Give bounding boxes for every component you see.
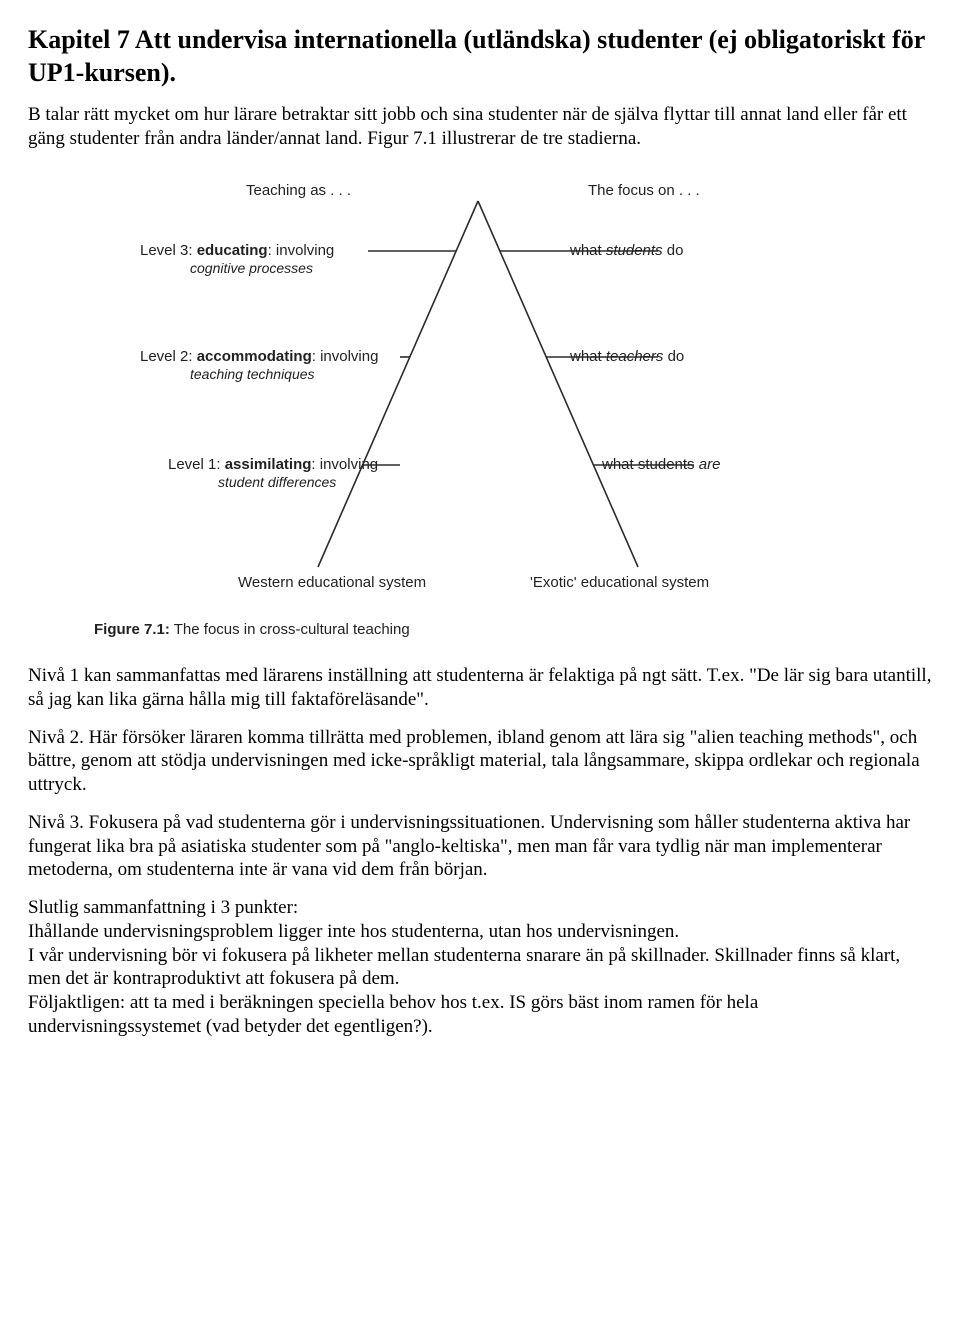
summary-block: Slutlig sammanfattning i 3 punkter: Ihål… — [28, 896, 932, 1039]
figure-7-1-diagram: Teaching as . . . The focus on . . . Level… — [28, 169, 932, 606]
svg-text:The focus on . . .: The focus on . . . — [588, 182, 700, 199]
summary-line-3: Följaktligen: att ta med i beräkningen s… — [28, 992, 758, 1037]
figure-caption-label: Figure 7.1: — [94, 621, 170, 638]
svg-text:teaching techniques: teaching techniques — [190, 366, 315, 382]
paragraph-niva1: Nivå 1 kan sammanfattas med lärarens ins… — [28, 664, 932, 712]
svg-text:Level 2: accommodating: involv: Level 2: accommodating: involving — [140, 348, 378, 365]
svg-text:cognitive processes: cognitive processes — [190, 260, 313, 276]
summary-line-2: I vår undervisning bör vi fokusera på li… — [28, 945, 900, 990]
chapter-heading: Kapitel 7 Att undervisa internationella … — [28, 24, 932, 89]
summary-heading: Slutlig sammanfattning i 3 punkter: — [28, 897, 298, 918]
paragraph-niva3: Nivå 3. Fokusera på vad studenterna gör … — [28, 811, 932, 882]
intro-paragraph: B talar rätt mycket om hur lärare betrak… — [28, 103, 932, 151]
diagram-svg: Teaching as . . . The focus on . . . Level… — [28, 169, 928, 599]
svg-text:student differences: student differences — [218, 474, 336, 490]
figure-caption-text: The focus in cross-cultural teaching — [170, 621, 410, 638]
svg-text:Teaching as . . .: Teaching as . . . — [246, 182, 351, 199]
summary-line-1: Ihållande undervisningsproblem ligger in… — [28, 921, 679, 942]
svg-text:Level 3: educating: involving: Level 3: educating: involving — [140, 242, 334, 259]
svg-text:what students are: what students are — [601, 456, 720, 473]
svg-text:Western educational system: Western educational system — [238, 574, 426, 591]
svg-text:Level 1: assimilating: involvi: Level 1: assimilating: involving — [168, 456, 378, 473]
svg-text:'Exotic' educational system: 'Exotic' educational system — [530, 574, 709, 591]
figure-caption: Figure 7.1: The focus in cross-cultural … — [94, 621, 932, 640]
paragraph-niva2: Nivå 2. Här försöker läraren komma tillr… — [28, 726, 932, 797]
svg-text:what teachers do: what teachers do — [569, 348, 684, 365]
svg-text:what students do: what students do — [569, 242, 683, 259]
